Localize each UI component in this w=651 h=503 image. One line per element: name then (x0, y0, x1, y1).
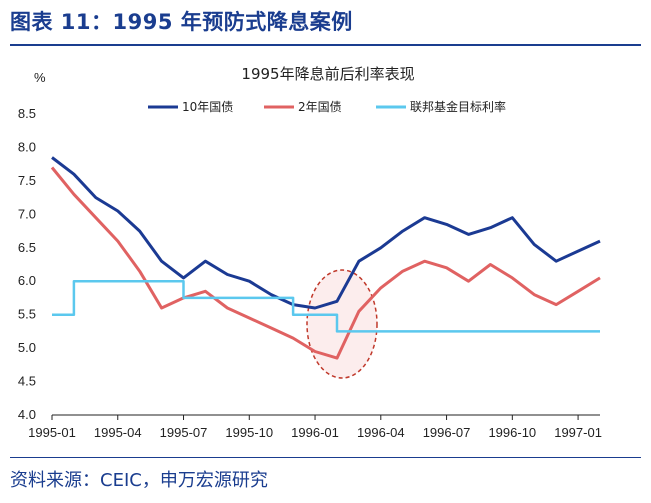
legend-label: 2年国债 (298, 100, 342, 114)
series-line-3 (52, 279, 600, 333)
series-lines (50, 156, 601, 360)
y-tick-label: 4.5 (18, 374, 36, 389)
chart-legend: 10年国债 2年国债 联邦基金目标利率 (148, 99, 506, 114)
y-axis-ticks: 4.0 4.5 5.0 5.5 6.0 6.5 7.0 7.5 8.0 8.5 (18, 106, 36, 422)
x-tick-label: 1995-04 (94, 425, 142, 440)
y-axis-unit: % (34, 70, 46, 85)
series-line-1 (51, 156, 601, 310)
y-tick-label: 7.5 (18, 173, 36, 188)
x-tick-label: 1996-10 (488, 425, 536, 440)
x-tick-label: 1995-10 (225, 425, 273, 440)
x-axis-ticks: 1995-01 1995-04 1995-07 1995-10 1996-01 1996-… (28, 415, 602, 440)
y-tick-label: 8.5 (18, 106, 36, 121)
legend-label: 10年国债 (182, 100, 233, 114)
x-tick-label: 1995-07 (160, 425, 208, 440)
legend-label: 联邦基金目标利率 (410, 99, 506, 114)
x-tick-label: 1996-07 (423, 425, 471, 440)
y-tick-label: 7.0 (18, 206, 36, 221)
x-tick-label: 1995-01 (28, 425, 76, 440)
x-tick-label: 1996-04 (357, 425, 405, 440)
y-tick-label: 4.0 (18, 407, 36, 422)
source-note: 资料来源：CEIC，申万宏源研究 (10, 470, 268, 491)
figure-title: 图表 11：1995 年预防式降息案例 (10, 10, 353, 34)
title-rule (10, 44, 641, 46)
y-tick-label: 5.5 (18, 307, 36, 322)
y-tick-label: 8.0 (18, 139, 36, 154)
y-tick-label: 6.0 (18, 273, 36, 288)
x-tick-label: 1997-01 (554, 425, 602, 440)
series-line-2 (50, 166, 601, 360)
chart-title: 1995年降息前后利率表现 (241, 65, 414, 83)
trough-highlight (306, 269, 378, 379)
x-tick-label: 1996-01 (291, 425, 339, 440)
y-tick-label: 5.0 (18, 340, 36, 355)
y-tick-label: 6.5 (18, 240, 36, 255)
source-rule (10, 457, 641, 458)
